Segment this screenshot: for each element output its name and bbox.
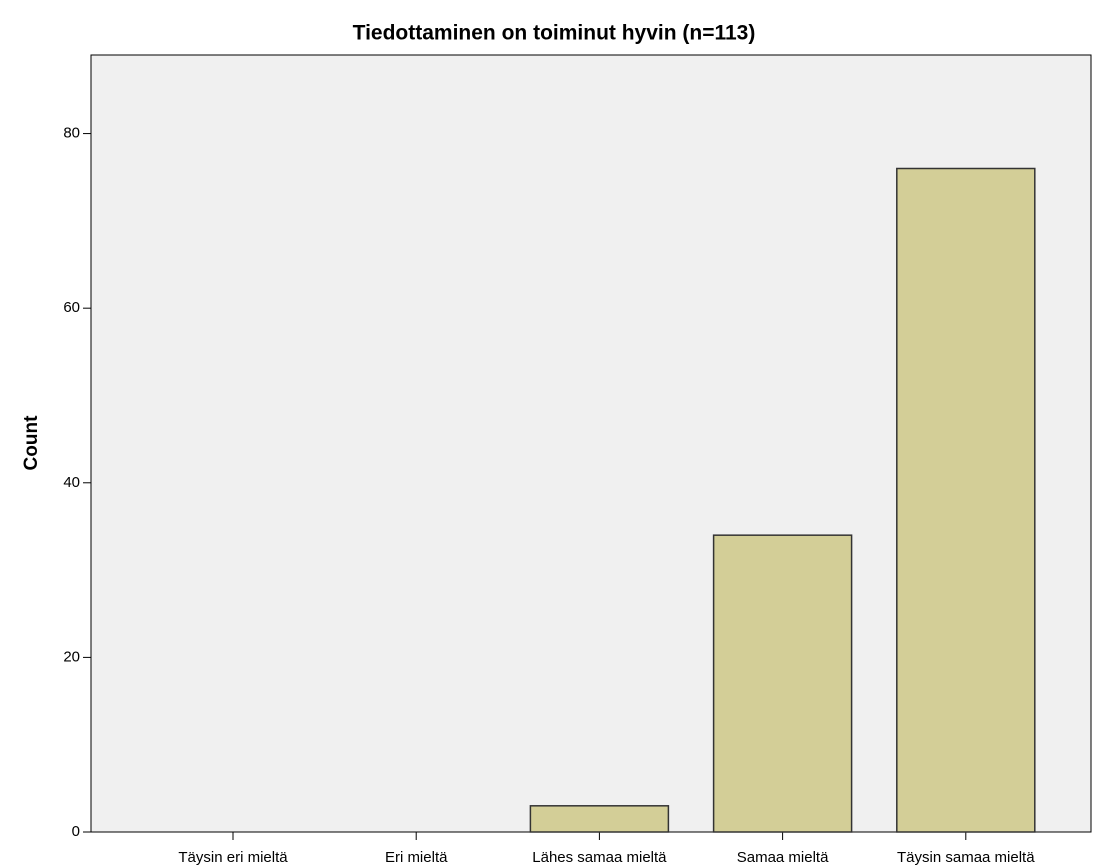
y-tick-label: 80 — [63, 125, 80, 142]
y-tick-label: 60 — [63, 299, 80, 316]
bar — [712, 534, 853, 833]
x-tick-label: Eri mieltä — [385, 849, 448, 866]
chart-title: Tiedottaminen on toiminut hyvin (n=113) — [353, 22, 756, 45]
bar — [529, 805, 670, 833]
x-tick-label: Täysin samaa mieltä — [897, 849, 1035, 866]
y-tick-label: 40 — [63, 474, 80, 491]
x-tick-label: Lähes samaa mieltä — [532, 849, 667, 866]
y-axis-label: Count — [21, 415, 42, 471]
bar — [896, 167, 1036, 833]
y-tick-label: 0 — [72, 823, 80, 840]
x-tick-label: Samaa mieltä — [737, 849, 829, 866]
x-tick-label: Täysin eri mieltä — [178, 849, 288, 866]
y-tick-label: 20 — [63, 648, 80, 665]
